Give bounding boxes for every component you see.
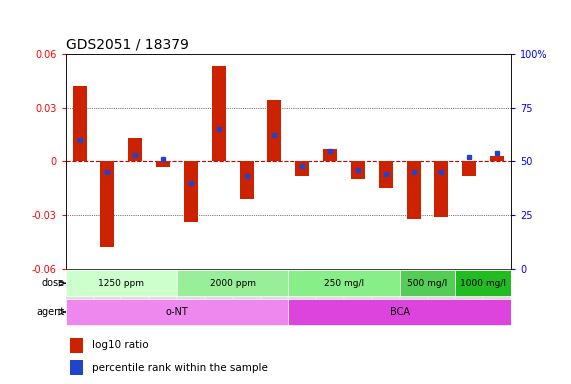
Bar [490, 156, 504, 161]
Bar [240, 161, 254, 199]
Bar [288, 269, 316, 308]
Bar [267, 100, 282, 161]
Bar [66, 299, 288, 325]
Bar [260, 269, 288, 308]
Text: 500 mg/l: 500 mg/l [408, 279, 448, 288]
Bar [156, 161, 170, 167]
Bar [400, 270, 456, 296]
Bar [463, 161, 476, 175]
Bar [73, 86, 87, 161]
Bar [212, 66, 226, 161]
Bar [344, 269, 372, 308]
Text: dose: dose [42, 278, 65, 288]
Text: 1250 ppm: 1250 ppm [98, 279, 144, 288]
Bar [351, 161, 365, 179]
Bar [233, 269, 260, 308]
Bar [483, 269, 511, 308]
Text: log10 ratio: log10 ratio [93, 340, 149, 350]
Text: agent: agent [37, 307, 65, 317]
Text: 250 mg/l: 250 mg/l [324, 279, 364, 288]
Text: BCA: BCA [389, 307, 410, 317]
Text: 2000 ppm: 2000 ppm [210, 279, 256, 288]
Bar [295, 161, 309, 175]
Text: o-NT: o-NT [166, 307, 188, 317]
Bar [316, 269, 344, 308]
Bar [435, 161, 448, 217]
Bar [94, 269, 122, 308]
Bar [428, 269, 456, 308]
Text: 1000 mg/l: 1000 mg/l [460, 279, 506, 288]
Text: GDS2051 / 18379: GDS2051 / 18379 [66, 37, 188, 51]
Bar [456, 269, 483, 308]
Bar [288, 270, 400, 296]
Bar [177, 270, 288, 296]
Bar [70, 338, 83, 353]
Bar [177, 269, 205, 308]
Text: percentile rank within the sample: percentile rank within the sample [93, 362, 268, 373]
Bar [407, 161, 421, 218]
Bar [128, 138, 142, 161]
Bar [149, 269, 177, 308]
Bar [379, 161, 393, 188]
Bar [70, 360, 83, 375]
Bar [184, 161, 198, 222]
Bar [66, 269, 94, 308]
Bar [372, 269, 400, 308]
Bar [122, 269, 149, 308]
Bar [456, 270, 511, 296]
Bar [205, 269, 233, 308]
Bar [400, 269, 428, 308]
Bar [288, 299, 511, 325]
Bar [323, 149, 337, 161]
Bar [100, 161, 114, 247]
Bar [66, 270, 177, 296]
